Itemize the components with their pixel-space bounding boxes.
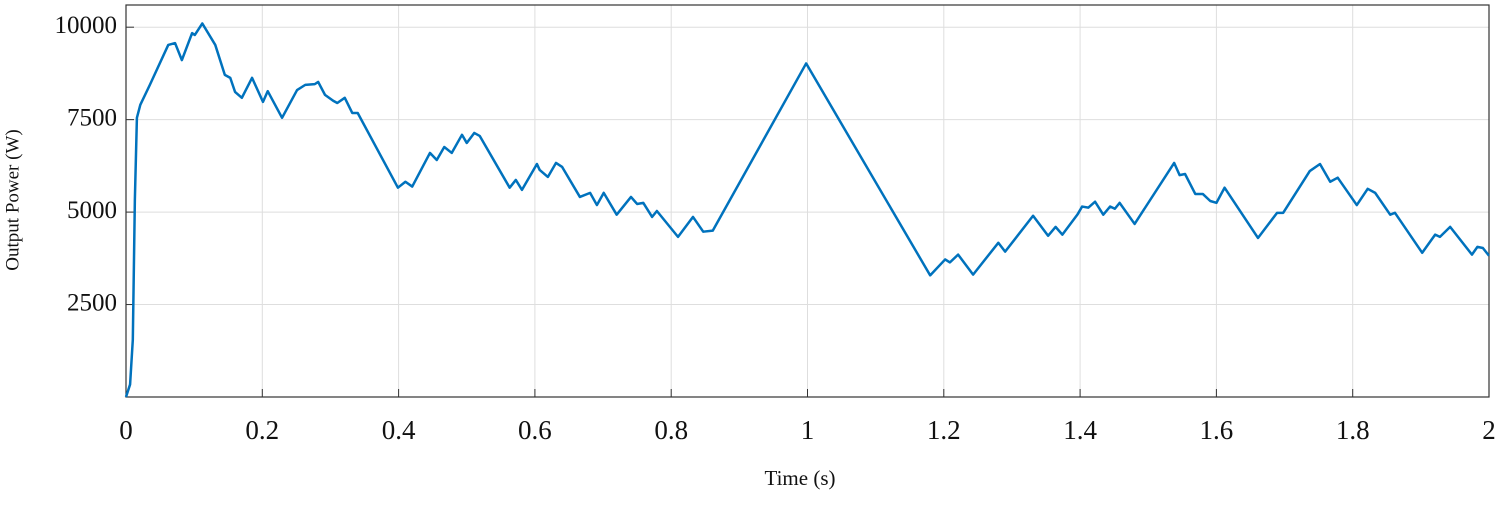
x-tick-label: 1.2 [927,415,961,445]
y-tick-label: 10000 [55,12,118,39]
x-axis-label: Time (s) [765,466,836,490]
x-tick-label: 1 [801,415,815,445]
x-tick-label: 0.8 [654,415,688,445]
y-tick-label: 5000 [67,197,117,224]
x-tick-label: 1.6 [1200,415,1234,445]
plot-frame [125,4,1490,398]
x-tick-label: 1.8 [1336,415,1370,445]
x-tick-label: 0 [119,415,133,445]
x-tick-label: 1.4 [1063,415,1097,445]
y-tick-label: 7500 [67,104,117,131]
x-tick-label: 0.4 [382,415,416,445]
x-tick-label: 2 [1482,415,1496,445]
y-axis-label: Output Power (W) [2,129,23,270]
data-line [124,22,1490,398]
y-tick-label: 2500 [67,289,117,316]
x-tick-label: 0.6 [518,415,552,445]
x-tick-label: 0.2 [245,415,279,445]
